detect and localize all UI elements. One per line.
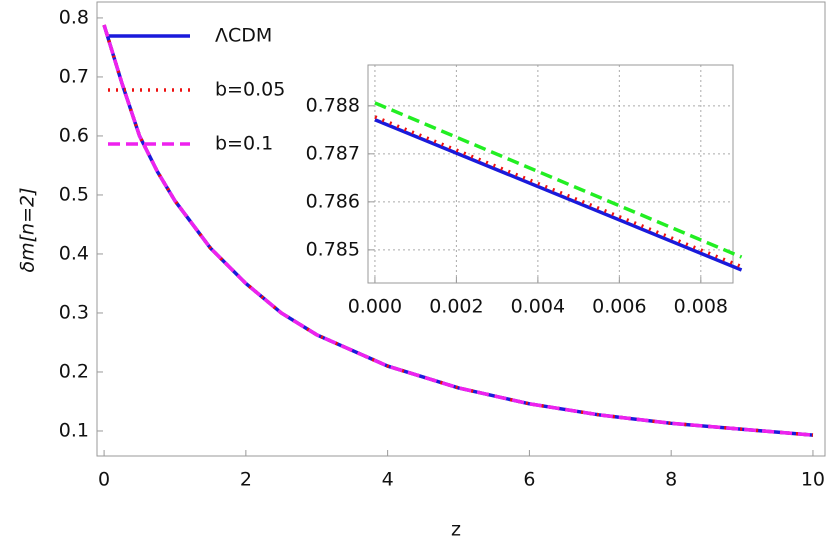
y-tick-label: 0.4 [59, 242, 89, 264]
legend-label: b=0.1 [215, 133, 273, 155]
x-tick-label: 2 [240, 469, 252, 491]
y-tick-label: 0.785 [306, 238, 360, 260]
y-tick-label: 0.787 [306, 142, 360, 164]
y-tick-label: 0.3 [59, 301, 89, 323]
x-tick-label: 4 [382, 469, 394, 491]
series-line [102, 24, 814, 437]
x-tick-label: 0.002 [429, 296, 483, 318]
y-tick-label: 0.788 [306, 94, 360, 116]
y-tick-label: 0.5 [59, 183, 89, 205]
legend-label: b=0.05 [215, 79, 285, 101]
y-tick-label: 0.7 [59, 65, 89, 87]
y-tick-label: 0.1 [59, 419, 89, 441]
y-axis-label: δm[n=2] [17, 187, 39, 272]
x-tick-label: 8 [665, 469, 677, 491]
x-tick-label: 10 [801, 469, 825, 491]
series-line [374, 118, 743, 272]
x-tick-label: 6 [523, 469, 535, 491]
plot-frame [96, 1, 826, 457]
x-tick-label: 0 [98, 469, 110, 491]
inset-background [368, 65, 733, 283]
x-tick-label: 0.008 [674, 296, 728, 318]
y-tick-label: 0.2 [59, 360, 89, 382]
y-tick-label: 0.6 [59, 124, 89, 146]
x-axis-label: z [451, 519, 461, 541]
y-tick-label: 0.786 [306, 190, 360, 212]
legend-label: ΛCDM [215, 25, 272, 47]
x-tick-label: 0.004 [511, 296, 565, 318]
x-tick-label: 0.000 [348, 296, 402, 318]
plot-frame [367, 64, 734, 284]
series-line [374, 101, 743, 259]
x-tick-label: 0.006 [592, 296, 646, 318]
y-tick-label: 0.8 [59, 6, 89, 28]
